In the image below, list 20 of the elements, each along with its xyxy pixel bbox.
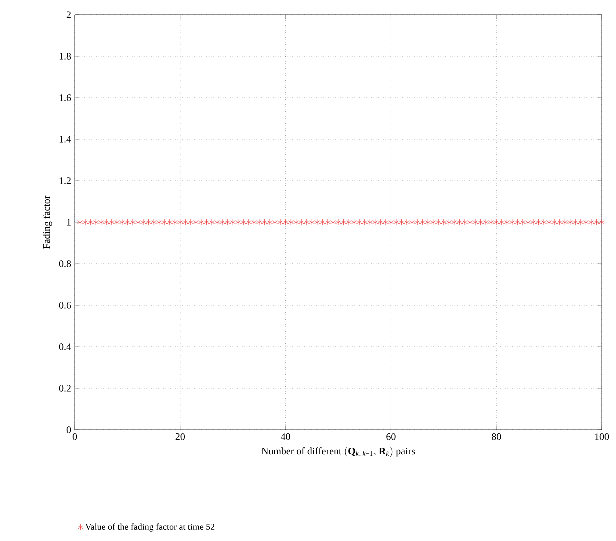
x-tick-label: 20: [176, 434, 186, 440]
y-tick-label: 2: [66, 12, 71, 18]
y-tick-label: 1.8: [60, 53, 72, 60]
y-tick-label: 0.6: [59, 302, 72, 309]
legend-label: Value of the fading factor at time 52: [85, 524, 215, 532]
x-tick-label: 80: [492, 434, 502, 440]
y-tick-label: 0: [66, 426, 72, 434]
x-tick-label: 40: [281, 434, 290, 440]
y-tick-label: 0.8: [59, 260, 72, 268]
y-tick-label: 0.2: [59, 385, 71, 392]
y-tick-label: 1.6: [60, 94, 72, 102]
y-tick-label: 1.4: [60, 136, 72, 143]
y-tick-label: 1.2: [60, 178, 71, 184]
x-axis-title: $\mathrm{Number\ of\ different\ (}\mathbf{Q}_{\mathit{k},\,\mathit{k}\mathrm{−1}}\mathrm{,\ }\mathbf{R}_{\mathit{k}}\mathrm{)\ pairs}$: [262, 447, 416, 458]
y-tick-label: 1: [67, 219, 71, 226]
x-tick-label: 0: [72, 434, 78, 440]
y-tick-label: 0.4: [59, 344, 72, 350]
y-axis-title: Fading factor: [43, 196, 52, 249]
x-tick-label: 60: [386, 434, 396, 440]
x-tick-label: 100: [595, 434, 610, 440]
